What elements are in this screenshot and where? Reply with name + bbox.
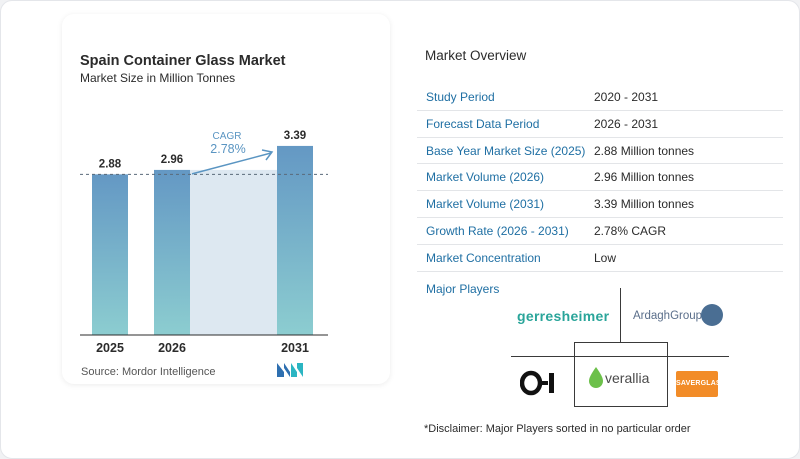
ardagh-emblem-icon	[701, 304, 723, 326]
overview-row-value: 2.78% CAGR	[594, 223, 667, 238]
value-label-2025: 2.88	[99, 158, 122, 170]
grid-divider	[511, 356, 729, 357]
major-players-title: Major Players	[426, 282, 500, 296]
bar-2026	[154, 169, 190, 335]
chart-title: Spain Container Glass Market	[80, 53, 286, 69]
overview-row-label: Study Period	[426, 90, 495, 104]
overview-row-value: 2020 - 2031	[594, 90, 659, 104]
source-text: Source: Mordor Intelligence	[81, 366, 216, 378]
overview-row-label: Market Volume (2026)	[426, 170, 545, 185]
overview-row-label: Growth Rate (2026 - 2031)	[426, 223, 569, 238]
overview-row-volume-2026: Market Volume (2026) 2.96 Million tonnes	[417, 164, 783, 192]
bar-2031	[277, 145, 313, 335]
overview-row-volume-2031: Market Volume (2031) 3.39 Million tonnes	[417, 191, 783, 218]
category-label-2026: 2026	[158, 341, 186, 355]
grid-divider	[667, 342, 668, 406]
overview-row-label: Market Volume (2031)	[426, 197, 545, 212]
overview-row-label: Market Concentration	[426, 250, 541, 265]
grid-divider	[574, 342, 668, 343]
overview-row-base-year: Base Year Market Size (2025) 2.88 Millio…	[417, 138, 783, 165]
grid-divider	[574, 406, 668, 407]
overview-row-growth-rate: Growth Rate (2026 - 2031) 2.78% CAGR	[417, 218, 783, 245]
ardagh-logo: ArdaghGroup	[633, 310, 703, 322]
overview-table: Study Period 2020 - 2031 Forecast Data P…	[417, 84, 783, 272]
mordor-logo-icon	[277, 363, 303, 377]
overview-row-forecast-period: Forecast Data Period 2026 - 2031	[417, 111, 783, 138]
cagr-value: 2.78%	[210, 142, 245, 156]
value-label-2026: 2.96	[161, 154, 183, 166]
cagr-arrow	[191, 152, 272, 175]
cagr-arrow-head	[261, 149, 274, 161]
cagr-label: CAGR	[213, 131, 242, 142]
overview-row-value: 3.39 Million tonnes	[594, 197, 695, 212]
overview-row-value: 2.96 Million tonnes	[594, 170, 695, 185]
category-label-2025: 2025	[96, 341, 124, 355]
category-label-2031: 2031	[281, 341, 309, 355]
saverglass-logo: SAVERGLASS	[676, 371, 726, 397]
growth-band	[190, 169, 277, 335]
verallia-logo: verallia	[605, 370, 650, 386]
chart-subtitle: Market Size in Million Tonnes	[80, 71, 236, 85]
overview-row-concentration: Market Concentration Low	[417, 245, 783, 272]
value-label-2031: 3.39	[284, 130, 306, 142]
oi-logo-icon	[520, 370, 554, 396]
verallia-drop-icon	[589, 367, 603, 388]
grid-divider	[574, 342, 575, 406]
gerresheimer-logo: gerresheimer	[517, 308, 610, 324]
bar-2025	[92, 174, 128, 335]
overview-row-study-period: Study Period 2020 - 2031	[417, 84, 783, 111]
grid-divider	[620, 288, 621, 342]
overview-row-value: Low	[594, 250, 617, 265]
overview-row-label: Forecast Data Period	[426, 116, 540, 131]
overview-row-label: Base Year Market Size (2025)	[426, 143, 586, 158]
disclaimer-text: *Disclaimer: Major Players sorted in no …	[424, 423, 691, 435]
overview-title: Market Overview	[425, 48, 527, 63]
overview-row-value: 2.88 Million tonnes	[594, 143, 695, 158]
overview-row-value: 2026 - 2031	[594, 116, 659, 131]
